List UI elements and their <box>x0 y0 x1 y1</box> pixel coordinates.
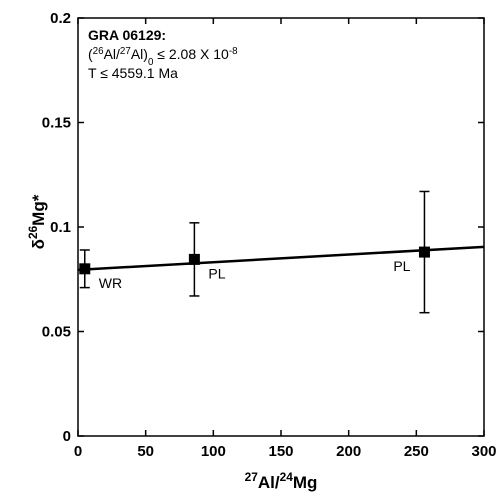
marker <box>79 263 91 275</box>
point-label: WR <box>99 275 122 291</box>
text-segment: T ≤ 4559.1 Ma <box>88 65 178 81</box>
marker <box>188 253 200 265</box>
x-tick-label: 150 <box>268 443 293 460</box>
x-tick-label: 100 <box>201 443 226 460</box>
text-segment: Al/ <box>258 473 280 492</box>
y-tick-label: 0 <box>63 428 71 445</box>
point-label: PL <box>208 265 225 281</box>
x-tick-label: 0 <box>74 443 82 460</box>
x-tick-label: 200 <box>336 443 361 460</box>
text-segment: 24 <box>280 470 294 484</box>
text-segment: -8 <box>229 46 238 57</box>
annotation: GRA 06129: <box>88 27 166 43</box>
y-tick-label: 0.15 <box>42 115 71 132</box>
x-axis-label: 27Al/24Mg <box>245 470 318 492</box>
text-segment: Mg* <box>29 194 48 226</box>
text-segment: 0 <box>148 57 154 68</box>
text-segment: Al) <box>131 46 148 62</box>
text-segment: 26 <box>26 225 40 239</box>
text-segment: ( <box>88 46 93 62</box>
annotation: T ≤ 4559.1 Ma <box>88 65 178 81</box>
marker <box>418 246 430 258</box>
x-tick-label: 300 <box>471 443 496 460</box>
text-segment: GRA 06129: <box>88 27 166 43</box>
y-tick-label: 0.1 <box>50 219 71 236</box>
text-segment: δ <box>29 239 48 249</box>
text-segment: 27 <box>120 46 131 57</box>
point-label: PL <box>393 258 410 274</box>
text-segment: Mg <box>293 473 318 492</box>
y-axis-label: δ26Mg* <box>26 194 48 249</box>
fit-line <box>77 245 485 272</box>
x-tick-label: 250 <box>404 443 429 460</box>
y-tick-label: 0.05 <box>42 324 71 341</box>
annotation: (26Al/27Al)0 ≤ 2.08 X 10-8 <box>88 46 238 68</box>
text-segment: Al/ <box>104 46 120 62</box>
text-segment: 27 <box>245 470 259 484</box>
text-segment: 26 <box>93 46 104 57</box>
text-segment: ≤ 2.08 X 10 <box>153 46 229 62</box>
x-tick-label: 50 <box>137 443 154 460</box>
y-tick-label: 0.2 <box>50 10 71 27</box>
